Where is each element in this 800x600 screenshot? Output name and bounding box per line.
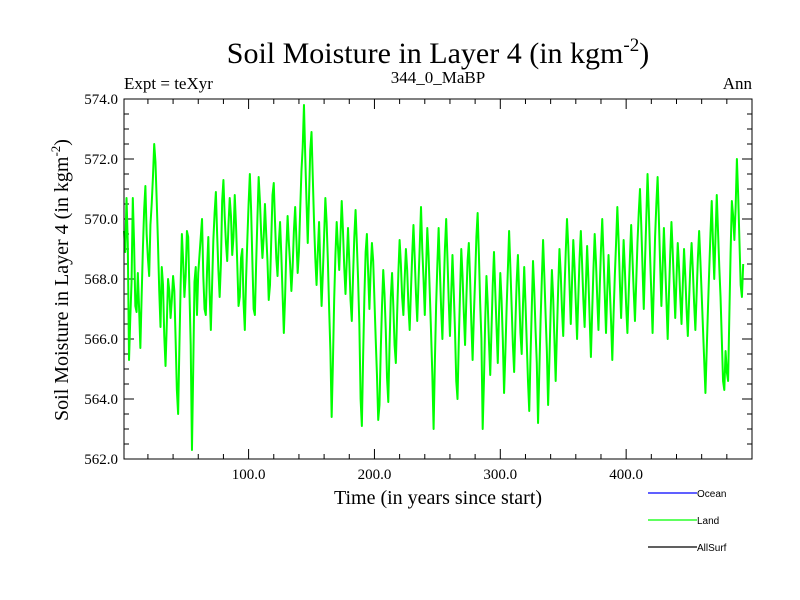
subtitle-left: Expt = teXyr [124, 74, 213, 93]
chart-title-end: ) [639, 37, 649, 70]
subtitle-right: Ann [723, 74, 753, 93]
y-tick-label: 568.0 [84, 272, 118, 288]
plot-lines [123, 104, 745, 451]
x-tick-label: 300.0 [483, 467, 517, 483]
chart-title: Soil Moisture in Layer 4 (in kgm-2) [227, 35, 649, 70]
y-axis-label-text: Soil Moisture in Layer 4 (in kgm [51, 156, 73, 421]
y-tick-label: 562.0 [84, 452, 118, 468]
x-tick-label: 100.0 [232, 467, 266, 483]
x-axis-label: Time (in years since start) [334, 487, 542, 509]
y-axis-label: Soil Moisture in Layer 4 (in kgm-2) [48, 139, 73, 421]
y-axis-label-superscript: -2 [48, 146, 63, 157]
legend-label-ocean: Ocean [697, 489, 726, 500]
axis-tick-labels: 562.0 564.0 566.0 568.0 570.0 572.0 574.0 100.0… [84, 92, 643, 483]
chart-title-superscript: -2 [623, 35, 639, 56]
y-tick-label: 564.0 [84, 392, 118, 408]
x-tick-label: 400.0 [609, 467, 643, 483]
series-line-land [123, 104, 745, 451]
legend-label-allsurf: AllSurf [697, 543, 727, 554]
y-tick-label: 570.0 [84, 212, 118, 228]
y-axis-label-end: ) [51, 139, 73, 146]
y-tick-label: 572.0 [84, 152, 118, 168]
legend-label-land: Land [697, 516, 719, 527]
plot-frame [123, 98, 753, 460]
subtitle-center: 344_0_MaBP [391, 68, 485, 87]
y-tick-label: 566.0 [84, 332, 118, 348]
y-tick-label: 574.0 [84, 92, 118, 108]
chart-title-text: Soil Moisture in Layer 4 (in kgm [227, 37, 624, 70]
x-tick-label: 200.0 [358, 467, 392, 483]
legend: Ocean Land AllSurf [648, 489, 727, 554]
